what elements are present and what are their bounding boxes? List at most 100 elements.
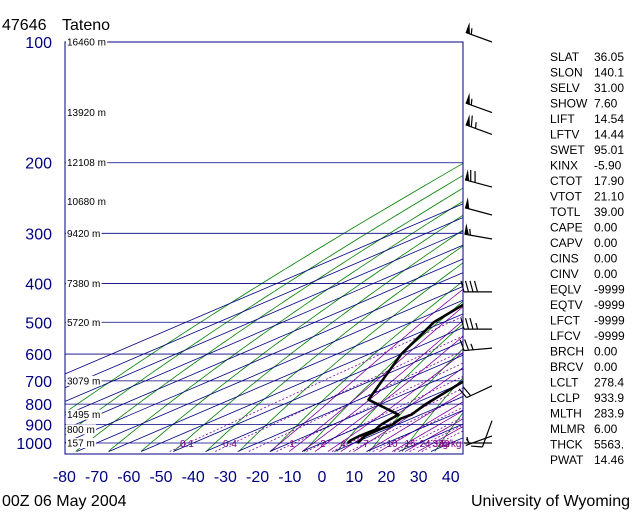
- wind-barb: [465, 435, 493, 447]
- index-label: LCLT: [550, 376, 579, 390]
- mixing-ratio-label: 4: [340, 439, 346, 450]
- temperature-tick-label: -10: [278, 469, 301, 486]
- height-label-bg: [66, 409, 102, 420]
- plot-frame: [64, 41, 464, 455]
- isotherm: [65, 272, 463, 444]
- index-label: LIFT: [550, 112, 575, 126]
- temperature-tick-label: 30: [410, 469, 428, 486]
- wind-barb-half: [466, 436, 470, 444]
- height-label: 1495 m: [67, 410, 100, 421]
- height-label: 12108 m: [67, 158, 106, 169]
- height-label-bg: [66, 424, 96, 435]
- index-label: SLAT: [550, 50, 580, 64]
- wind-barb-half: [470, 343, 474, 350]
- index-label: LCLP: [550, 391, 580, 405]
- index-label: EQLV: [550, 283, 581, 297]
- mixing-ratio-label: 10: [386, 439, 398, 450]
- index-label: BRCH: [550, 345, 584, 359]
- index-label: MLMR: [550, 422, 586, 436]
- wind-barb: [464, 436, 492, 444]
- mixing-ratio-line: [372, 406, 463, 452]
- temperature-tick-label: 40: [442, 469, 460, 486]
- wind-barb-full: [469, 280, 474, 293]
- moist-adiabat: [288, 306, 463, 452]
- dry-adiabat: [336, 323, 463, 452]
- mixing-ratio-label: 0.1: [180, 439, 194, 450]
- wind-barb-half: [475, 322, 479, 330]
- wind-barb-half: [470, 98, 473, 106]
- dry-adiabats: [65, 162, 463, 452]
- index-value: -9999: [594, 283, 625, 297]
- temperature-tick-label: -50: [149, 469, 172, 486]
- temperature-tick-label: -70: [85, 469, 108, 486]
- index-label: TOTL: [550, 205, 581, 219]
- wind-barb-flag: [465, 114, 470, 127]
- index-value: 14.54: [594, 112, 624, 126]
- wind-barb-staff: [466, 385, 493, 399]
- wind-barb-full: [464, 339, 470, 351]
- mixing-ratio-label: 1: [289, 439, 295, 450]
- wind-barb-full: [470, 115, 473, 127]
- mixing-ratio-line: [349, 395, 463, 452]
- pressure-tick-label: 800: [25, 397, 52, 414]
- index-value: -9999: [594, 298, 625, 312]
- index-label: CAPV: [550, 236, 583, 250]
- wind-barb-staff: [465, 124, 493, 135]
- pressure-tick-label: 100: [25, 35, 52, 52]
- index-label: KINX: [550, 159, 578, 173]
- temperature-tick-label: -30: [214, 469, 237, 486]
- height-label-bg: [66, 438, 96, 448]
- index-label: SWET: [550, 143, 585, 157]
- isotherm: [269, 368, 463, 452]
- dry-adiabat: [205, 245, 463, 452]
- moist-adiabat: [366, 391, 463, 452]
- mixing-ratio-label: 7: [363, 439, 369, 450]
- wind-barb-flag: [465, 22, 470, 34]
- index-value: -9999: [594, 329, 625, 343]
- temperature-tick-label: 10: [345, 469, 363, 486]
- height-label-bg: [66, 278, 102, 289]
- index-value: 5563.: [594, 438, 624, 452]
- index-label: CINS: [550, 252, 579, 266]
- index-label: EQTV: [550, 298, 583, 312]
- wind-barb: [458, 385, 493, 399]
- observation-time: 00Z 06 May 2004: [2, 493, 127, 510]
- station-name: Tateno: [62, 17, 110, 34]
- pressure-tick-label: 200: [25, 156, 52, 173]
- index-value: 21.10: [594, 190, 624, 204]
- index-value: 39.00: [594, 205, 624, 219]
- height-label: 5720 m: [67, 318, 100, 329]
- wind-barb: [460, 280, 492, 293]
- wind-barb-staff: [464, 207, 493, 216]
- index-value: 7.60: [594, 97, 618, 111]
- index-label: SELV: [550, 81, 580, 95]
- wind-barb: [459, 339, 493, 352]
- temperature-tick-label: 0: [318, 469, 327, 486]
- pressure-tick-label: 500: [25, 315, 52, 332]
- wind-barb-full: [471, 445, 483, 448]
- data-source: University of Wyoming: [471, 493, 630, 510]
- wind-barb-staff: [464, 347, 493, 352]
- stability-indices: SLAT 36.05 SLON 140.1 SELV 31.00 SHOW 7.60 LIFT 1…: [550, 50, 625, 467]
- dry-adiabat: [65, 162, 463, 414]
- index-value: 36.05: [594, 50, 624, 64]
- temperature-tick-labels: -80 -70 -60 -50 -40 -30 -20 -10 0 10 20 30 40: [53, 469, 460, 486]
- mixing-ratio-line: [215, 335, 463, 452]
- temperature-tick-label: -20: [246, 469, 269, 486]
- index-value: -5.90: [594, 159, 622, 173]
- index-value: 0.00: [594, 267, 618, 281]
- moist-adiabat: [301, 320, 463, 452]
- height-label-bg: [66, 157, 108, 168]
- height-label-bg: [66, 317, 102, 328]
- dry-adiabat: [65, 174, 463, 436]
- wind-barb-flag: [465, 169, 470, 181]
- wind-barb-half: [469, 228, 471, 236]
- mixing-ratio-line: [306, 375, 463, 452]
- height-label: 7380 m: [67, 279, 100, 290]
- pressure-tick-label: 900: [25, 418, 52, 435]
- index-value: 0.00: [594, 221, 618, 235]
- pressure-tick-label: 700: [25, 374, 52, 391]
- wind-barb-full: [459, 339, 465, 351]
